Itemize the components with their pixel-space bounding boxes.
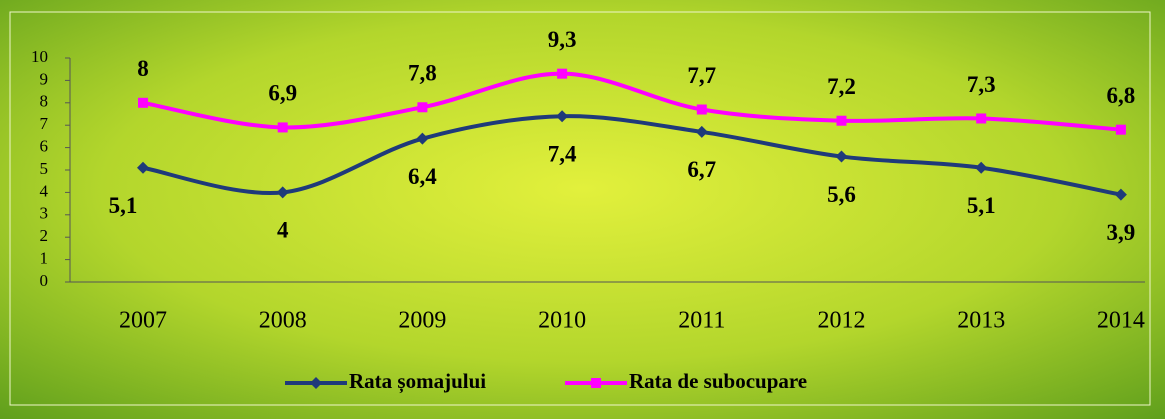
x-tick-label: 2009: [398, 308, 446, 334]
legend-label: Rata șomajului: [349, 369, 486, 394]
x-tick-label: 2008: [259, 308, 307, 334]
marker: [417, 102, 428, 113]
marker: [1115, 124, 1126, 135]
data-label: 8: [137, 56, 149, 81]
y-tick-label: 3: [40, 204, 49, 223]
y-tick-label: 8: [40, 92, 49, 111]
y-tick-label: 7: [40, 114, 49, 133]
x-tick-label: 2010: [538, 308, 586, 334]
x-tick-label: 2007: [119, 308, 167, 334]
y-tick-label: 9: [40, 69, 49, 88]
data-label: 7,3: [967, 72, 996, 97]
data-label: 6,4: [408, 164, 437, 189]
marker: [975, 161, 988, 174]
y-tick-label: 1: [40, 249, 49, 268]
data-label: 7,7: [687, 63, 716, 88]
marker: [976, 113, 987, 124]
marker: [137, 161, 149, 174]
data-label: 6,8: [1107, 83, 1136, 108]
marker: [835, 150, 848, 163]
y-tick-label: 4: [40, 181, 49, 200]
data-label: 7,2: [827, 74, 856, 99]
marker: [695, 125, 708, 138]
data-label: 3,9: [1107, 220, 1136, 245]
x-tick-label: 2013: [957, 308, 1005, 334]
marker: [276, 186, 289, 199]
data-label: 6,9: [268, 81, 297, 106]
marker: [696, 104, 707, 115]
y-tick-label: 6: [40, 137, 49, 156]
y-tick-label: 5: [40, 159, 49, 178]
chart-frame: [9, 11, 1151, 406]
marker: [556, 110, 569, 123]
marker: [277, 122, 288, 133]
line: [142, 71, 1122, 132]
marker: [310, 377, 322, 389]
x-tick-label: 2012: [818, 308, 866, 334]
marker: [836, 115, 847, 126]
data-label: 9,3: [548, 27, 577, 52]
data-label: 7,4: [548, 142, 577, 167]
y-tick-label: 10: [31, 47, 48, 66]
data-label: 5,1: [109, 193, 138, 218]
marker: [138, 97, 148, 108]
data-label: 5,6: [827, 182, 856, 207]
line: [142, 114, 1122, 197]
marker: [591, 378, 601, 388]
marker: [1114, 188, 1127, 201]
x-tick-label: 2011: [678, 308, 725, 334]
data-label: 5,1: [967, 193, 996, 218]
data-label: 7,8: [408, 61, 437, 86]
legend-label: Rata de subocupare: [629, 369, 807, 393]
data-label: 4: [277, 218, 289, 243]
y-tick-label: 2: [40, 226, 49, 245]
x-tick-label: 2014: [1097, 308, 1145, 334]
marker: [557, 68, 568, 79]
marker: [416, 132, 429, 145]
data-label: 6,7: [687, 157, 716, 182]
y-tick-label: 0: [40, 271, 49, 290]
